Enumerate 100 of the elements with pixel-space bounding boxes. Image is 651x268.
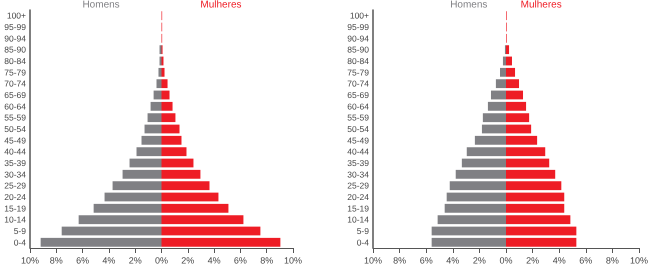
x-tick-label: 4%: [552, 256, 566, 266]
y-tick-label: 25-29: [4, 180, 26, 191]
x-tick-label: 2%: [181, 256, 194, 266]
bar: [496, 79, 506, 88]
bar: [450, 181, 506, 190]
bar: [506, 204, 564, 213]
bar: [78, 215, 162, 224]
bar: [162, 215, 244, 224]
y-tick-label: 45-49: [4, 135, 26, 146]
x-tick-label: 4%: [208, 256, 221, 266]
bar: [506, 170, 556, 179]
bar: [444, 204, 506, 213]
bar: [482, 124, 506, 134]
bar: [506, 215, 570, 224]
bar: [162, 226, 260, 236]
bar: [112, 181, 162, 190]
bar: [506, 238, 576, 247]
bar: [144, 124, 162, 134]
x-tick-label: 10%: [364, 256, 382, 266]
y-tick-label: 95-99: [347, 22, 370, 32]
y-tick-label: 15-19: [347, 203, 370, 214]
x-tick-label: 4%: [102, 256, 116, 266]
y-tick-label: 0-4: [14, 237, 26, 248]
y-tick-label: 65-69: [347, 90, 370, 100]
bar: [62, 226, 162, 236]
bar: [506, 192, 564, 202]
y-tick-label: 25-29: [347, 180, 370, 191]
y-tick-label: 100+: [350, 10, 370, 21]
y-tick-label: 40-44: [4, 146, 26, 157]
text: Mulheres: [200, 0, 242, 10]
bar: [94, 204, 162, 213]
bar: [474, 136, 506, 145]
x-tick-label: 8%: [606, 256, 619, 266]
bar: [506, 181, 562, 190]
bar: [446, 192, 506, 202]
bar: [462, 158, 506, 168]
x-tick-label: 6%: [234, 256, 247, 266]
y-tick-label: 70-74: [347, 78, 370, 89]
bar: [162, 68, 165, 77]
y-tick-label: 40-44: [347, 146, 370, 157]
x-tick-label: 6%: [420, 256, 433, 266]
text: Homens: [82, 0, 120, 10]
bar: [148, 113, 162, 122]
y-tick-label: 10-14: [4, 214, 26, 225]
y-tick-label: 50-54: [347, 124, 370, 134]
y-tick-label: 5-9: [356, 226, 370, 236]
x-tick-label: 2%: [128, 256, 142, 266]
bar: [506, 90, 524, 100]
bar: [506, 136, 538, 145]
bar: [506, 45, 510, 54]
bar: [162, 238, 280, 247]
bar: [162, 204, 228, 213]
x-tick-label: 8%: [50, 256, 63, 266]
y-tick-label: 30-34: [4, 169, 26, 180]
y-tick-label: 15-19: [4, 203, 26, 214]
bar: [162, 79, 168, 88]
bar: [506, 158, 550, 168]
y-tick-label: 60-64: [4, 101, 26, 112]
bar: [162, 136, 182, 145]
y-tick-label: 35-39: [4, 158, 26, 168]
y-tick-label: 75-79: [347, 67, 370, 78]
x-tick-label: 8%: [393, 256, 406, 266]
y-tick-label: 55-59: [4, 112, 26, 123]
y-tick-label: 35-39: [347, 158, 370, 168]
bar: [162, 170, 200, 179]
bar: [162, 124, 180, 134]
x-tick-label: 6%: [76, 256, 90, 266]
y-tick-label: 95-99: [4, 22, 26, 32]
text: Homens: [450, 0, 488, 10]
x-tick-label: 4%: [446, 256, 460, 266]
y-tick-label: 60-64: [347, 101, 370, 112]
bar: [162, 147, 186, 156]
x-tick-label: 6%: [579, 256, 592, 266]
bar: [490, 90, 506, 100]
y-tick-label: 75-79: [4, 67, 26, 78]
bar: [158, 68, 162, 77]
y-tick-label: 80-84: [4, 56, 26, 66]
bar: [506, 68, 516, 77]
bar: [456, 170, 506, 179]
bar: [162, 158, 194, 168]
y-tick-label: 30-34: [347, 169, 370, 180]
y-tick-label: 70-74: [4, 78, 26, 89]
bar: [142, 136, 162, 145]
bar: [506, 113, 530, 122]
bar: [154, 90, 162, 100]
x-tick-label: 2%: [526, 256, 540, 266]
bar: [500, 68, 506, 77]
y-tick-label: 20-24: [347, 192, 370, 202]
bar: [104, 192, 162, 202]
bar: [488, 102, 506, 111]
bar: [482, 113, 506, 122]
bar: [432, 226, 506, 236]
bar: [506, 226, 576, 236]
y-tick-label: 55-59: [347, 112, 370, 123]
bar: [162, 181, 210, 190]
bar: [506, 124, 532, 134]
x-tick-label: 10%: [284, 256, 302, 266]
x-tick-label: 0%: [499, 256, 513, 266]
x-tick-label: 2%: [472, 256, 486, 266]
bar: [506, 79, 520, 88]
